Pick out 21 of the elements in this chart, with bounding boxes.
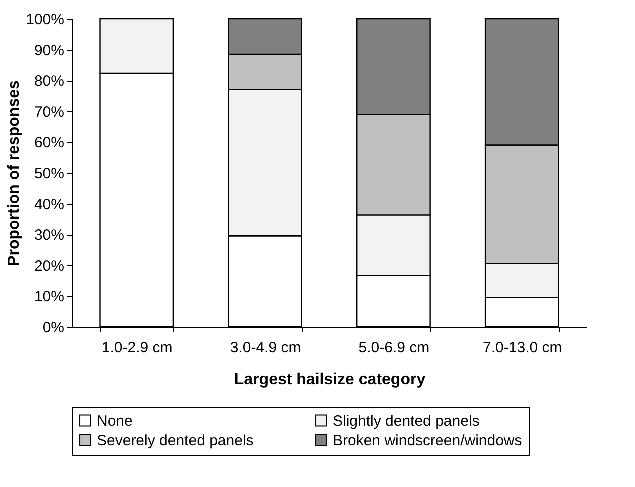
y-axis-title: Proportion of responses [6,80,24,266]
y-tick-label: 80% [34,73,64,90]
y-tick-label: 60% [34,134,64,152]
y-tick-label: 70% [34,104,64,121]
y-tick-label: 0% [42,320,64,336]
legend-label: Broken windscreen/windows [333,432,522,450]
x-tick-label: 3.0-4.9 cm [230,340,302,356]
y-tick-label: 30% [34,227,64,244]
y-tick-label: 40% [34,196,64,214]
x-axis-title: Largest hailsize category [234,372,426,388]
y-tick-label: 50% [34,166,64,182]
y-tick-label: 100% [26,12,64,28]
x-tick-label: 5.0-6.9 cm [358,340,430,356]
legend-label: None [97,412,133,430]
x-tick-label: 1.0-2.9 cm [102,340,173,356]
y-tick-label: 10% [34,288,64,306]
legend-label: Slightly dented panels [333,412,480,430]
legend-label: Severely dented panels [97,432,254,450]
y-tick-label: 90% [34,42,64,60]
x-tick-label: 7.0-13.0 cm [483,340,562,356]
y-tick-label: 20% [34,258,64,275]
